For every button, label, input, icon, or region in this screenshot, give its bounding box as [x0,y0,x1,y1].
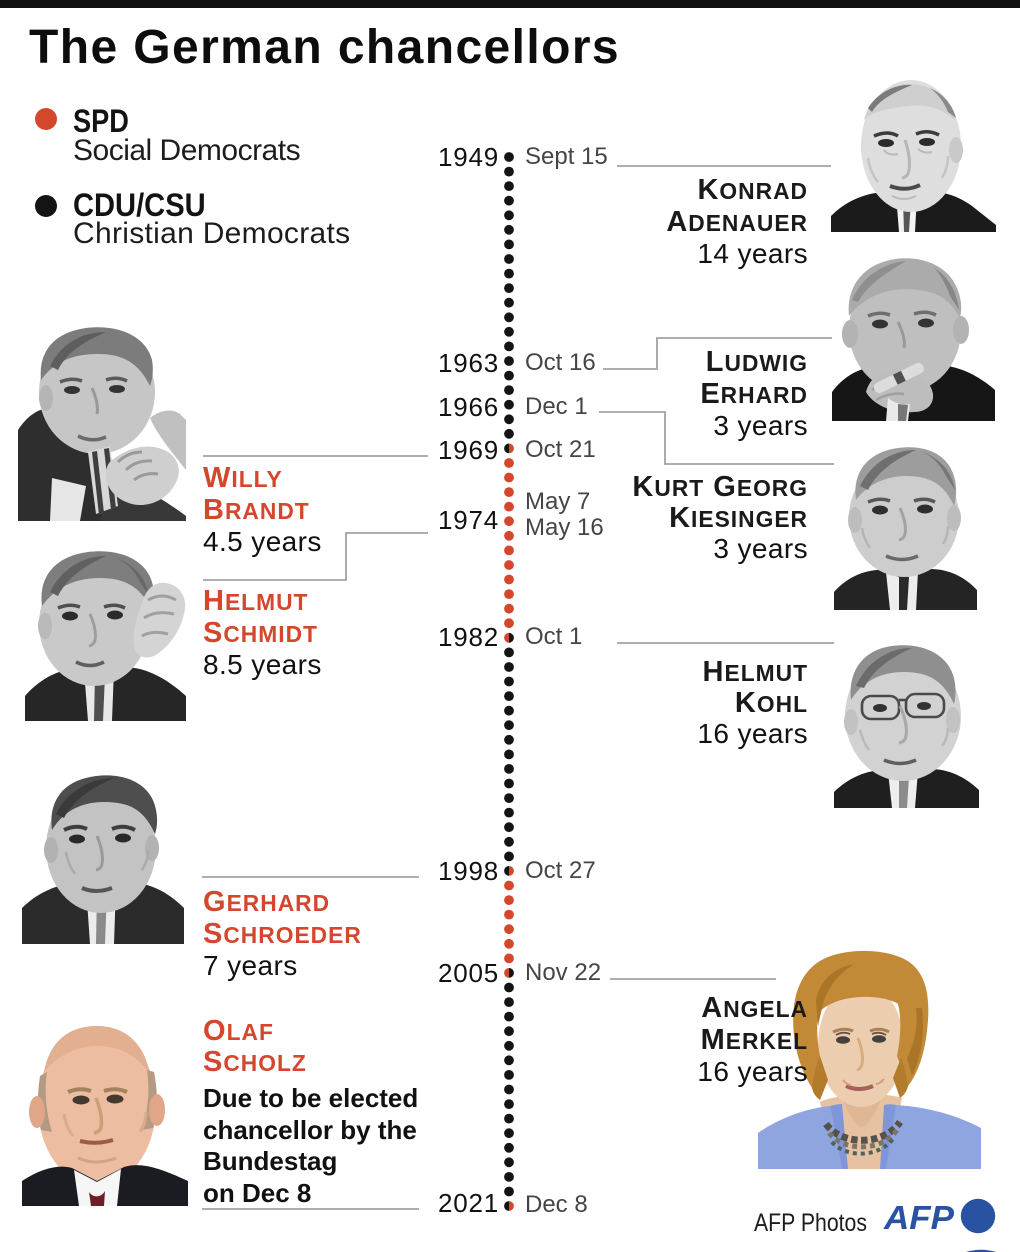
svg-text:AFP: AFP [883,1199,955,1236]
